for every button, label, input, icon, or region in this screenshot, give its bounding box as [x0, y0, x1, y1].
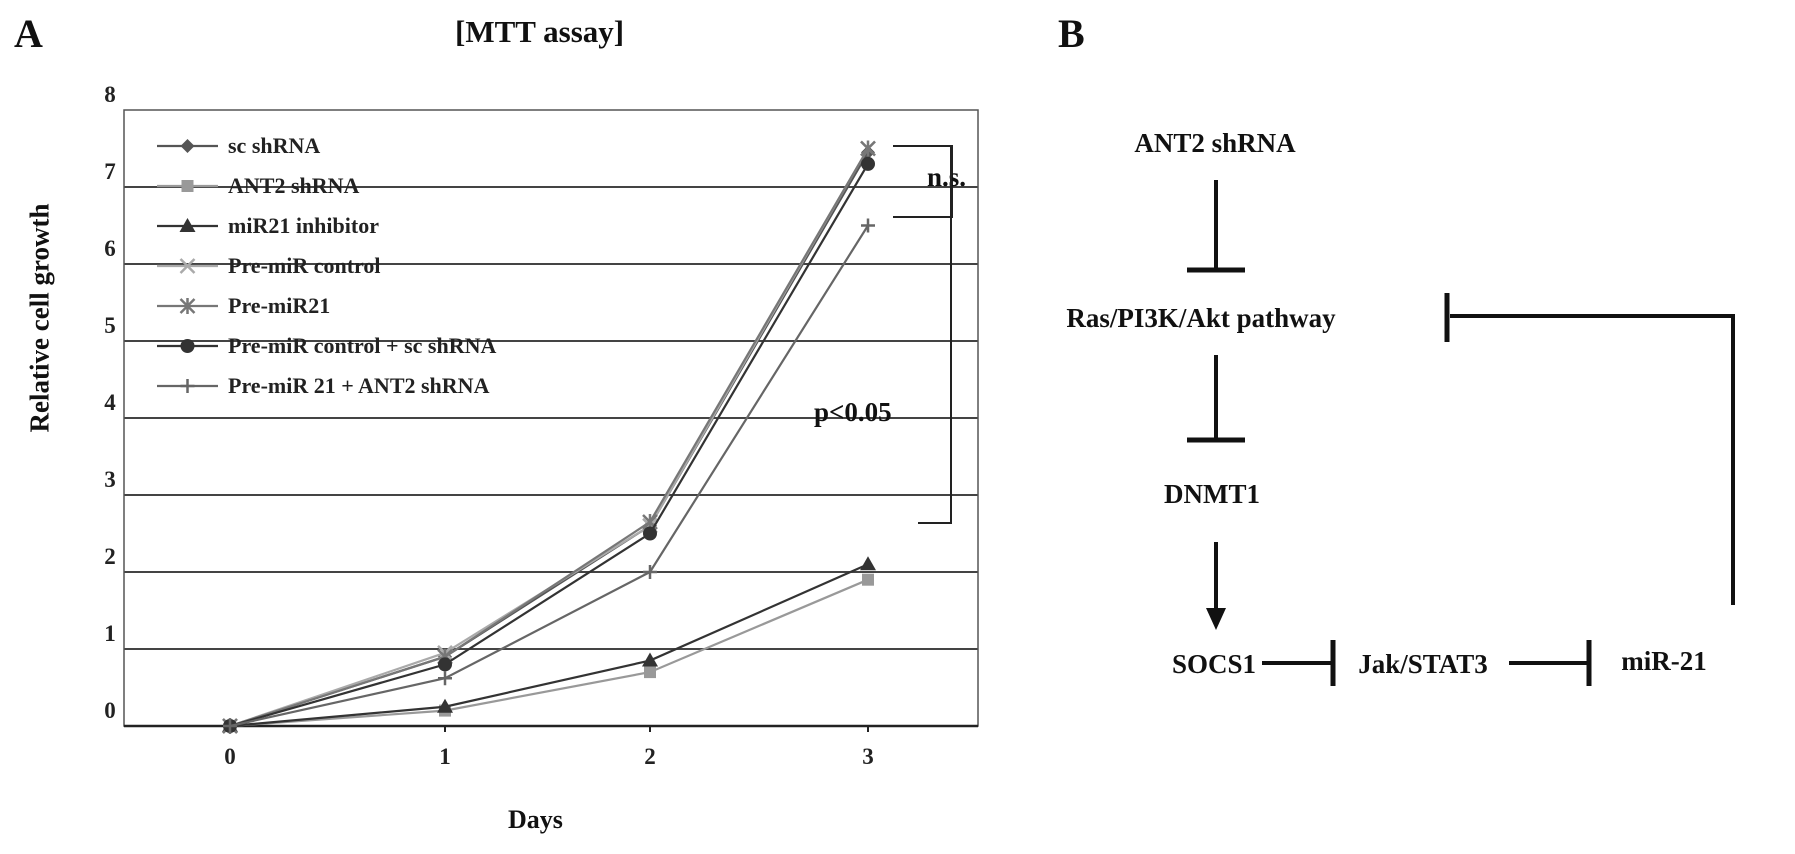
series-5: [223, 156, 875, 733]
arrow-dnmt1-to-socs1-head: [1206, 608, 1226, 630]
legend-item: Pre-miR control: [157, 253, 381, 278]
marker-star: [179, 298, 196, 314]
node-dnmt1: DNMT1: [1164, 479, 1260, 509]
x-tick-label: 0: [224, 744, 236, 769]
y-tick-label: 1: [104, 621, 116, 646]
legend: sc shRNA ANT2 shRNA miR21 inhibitor Pre-miR…: [157, 133, 496, 398]
y-tick-label: 8: [104, 82, 116, 107]
legend-item: Pre-miR control + sc shRNA: [157, 333, 496, 358]
tick-labels: 0 1 2 3 4 5 6 7 8 0 1 2 3: [104, 82, 874, 769]
legend-item: sc shRNA: [157, 133, 320, 158]
legend-label: sc shRNA: [228, 133, 320, 158]
marker-triangle: [437, 698, 453, 713]
node-socs1: SOCS1: [1172, 649, 1256, 679]
y-tick-label: 6: [104, 236, 116, 261]
y-tick-label: 3: [104, 467, 116, 492]
series-line: [229, 224, 869, 728]
inhibit-mir21-to-ras-line: [1450, 314, 1735, 605]
legend-label: Pre-miR 21 + ANT2 shRNA: [228, 373, 490, 398]
series-line: [229, 163, 869, 728]
marker-triangle: [179, 218, 196, 232]
marker-plus: [223, 719, 237, 733]
marker-triangle: [860, 556, 876, 571]
legend-item: Pre-miR 21 + ANT2 shRNA: [157, 373, 490, 398]
significance-annotations: n.s. p<0.05: [814, 145, 966, 524]
marker-diamond: [180, 139, 195, 153]
node-jak-stat3: Jak/STAT3: [1358, 649, 1488, 679]
x-tick-label: 2: [644, 744, 656, 769]
y-tick-label: 5: [104, 313, 116, 338]
marker-plus: [438, 671, 452, 686]
legend-label: Pre-miR21: [228, 293, 330, 318]
y-tick-label: 0: [104, 698, 116, 723]
node-ant2-shrna: ANT2 shRNA: [1134, 128, 1296, 158]
node-ras-pathway: Ras/PI3K/Akt pathway: [1066, 303, 1336, 333]
marker-triangle: [642, 652, 658, 667]
y-tick-label: 4: [104, 390, 116, 415]
panel-label-b: B: [1058, 11, 1085, 56]
marker-square: [644, 666, 656, 679]
legend-item: Pre-miR21: [157, 293, 330, 318]
series-6: [223, 218, 875, 733]
p-value-label: p<0.05: [814, 397, 892, 427]
marker-x: [179, 258, 196, 274]
x-tick-label: 1: [439, 744, 451, 769]
marker-circle: [438, 657, 452, 672]
legend-label: ANT2 shRNA: [228, 173, 360, 198]
y-tick-label: 2: [104, 544, 116, 569]
legend-label: miR21 inhibitor: [228, 213, 379, 238]
marker-plus: [861, 218, 875, 233]
node-mir21: miR-21: [1621, 646, 1706, 676]
chart-title: [MTT assay]: [455, 14, 625, 49]
marker-square: [862, 573, 874, 586]
x-axis-label: Days: [508, 805, 563, 834]
marker-circle: [180, 339, 195, 353]
ns-label: n.s.: [927, 162, 966, 192]
marker-circle: [861, 156, 875, 171]
legend-label: Pre-miR control + sc shRNA: [228, 333, 496, 358]
x-tick-label: 3: [862, 744, 874, 769]
series-line: [229, 563, 869, 728]
marker-circle: [643, 526, 657, 541]
marker-plus: [643, 565, 657, 579]
p-bracket: [918, 145, 952, 524]
legend-item: miR21 inhibitor: [157, 213, 379, 238]
legend-item: ANT2 shRNA: [157, 173, 360, 198]
y-tick-label: 7: [104, 159, 116, 184]
panel-label-a: A: [14, 11, 43, 56]
legend-label: Pre-miR control: [228, 253, 381, 278]
series-line: [229, 578, 869, 728]
marker-plus: [180, 379, 195, 393]
series-line: [229, 147, 869, 728]
series-lines: [222, 140, 876, 734]
marker-square: [181, 180, 194, 192]
marker-star: [860, 140, 876, 157]
